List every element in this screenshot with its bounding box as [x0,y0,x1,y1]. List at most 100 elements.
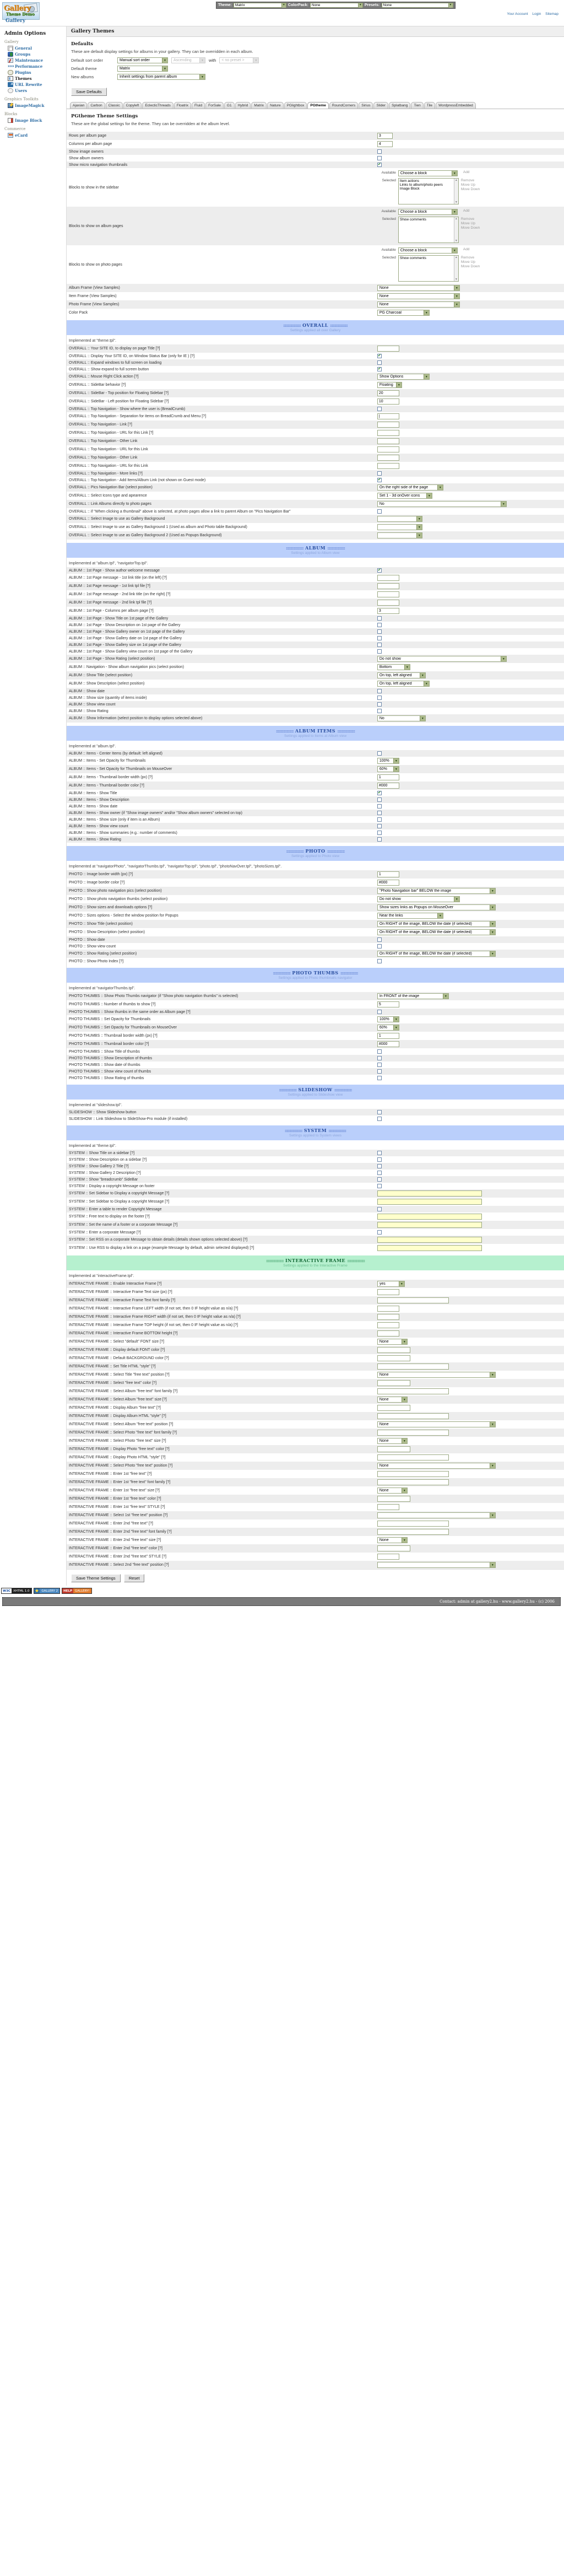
text-input[interactable] [377,1190,482,1197]
checkbox[interactable] [377,1164,382,1168]
text-input[interactable] [377,1446,410,1452]
text-input[interactable] [377,430,399,436]
badge-gallery2[interactable]: ⭐ GALLERY 2 [33,1588,61,1594]
checkbox[interactable] [377,689,382,693]
move-up-link[interactable]: Move Up [460,183,475,187]
text-input[interactable] [377,1297,449,1303]
text-input[interactable] [377,774,399,780]
dropdown[interactable]: On RIGHT of the image, BELOW the date (i… [377,921,496,927]
badge-xhtml[interactable]: W3C XHTML 1.0 [1,1588,32,1594]
checkbox[interactable] [377,407,382,411]
move-down-link[interactable]: Move Down [460,226,480,230]
dropdown[interactable]: None ▼ [377,1463,496,1469]
move-up-link[interactable]: Move Up [460,260,475,264]
text-input[interactable] [377,1033,399,1039]
text-input[interactable] [377,575,399,581]
tab-forsale[interactable]: ForSale [205,102,224,109]
dropdown[interactable]: Near the links ▼ [377,913,443,919]
checkbox[interactable] [377,1010,382,1014]
dropdown[interactable]: ▼ [377,1512,496,1518]
text-input[interactable] [377,1001,399,1007]
checkbox[interactable] [377,1076,382,1080]
scroll-up-icon[interactable]: ▲ [454,179,458,182]
text-input[interactable] [377,783,399,789]
checkbox[interactable] [377,367,382,371]
dropdown[interactable]: On RIGHT of the image, BELOW the date (i… [377,951,496,957]
dropdown[interactable]: Show Options ▼ [377,374,430,380]
move-up-link[interactable]: Move Up [460,222,475,225]
dropdown[interactable]: None ▼ [377,1421,496,1427]
sidebar-item-users[interactable]: Users [3,88,64,94]
text-input[interactable] [377,1529,449,1535]
dropdown[interactable]: In FRONT of the image ▼ [377,993,449,999]
checkbox[interactable] [377,149,382,154]
dropdown[interactable]: ▼ [377,532,422,538]
checkbox[interactable] [377,804,382,809]
checkbox[interactable] [377,709,382,713]
text-input[interactable] [377,1314,399,1320]
sidebar-item-ecard[interactable]: eCard [3,132,64,138]
text-input[interactable] [377,1214,482,1220]
checkbox[interactable] [377,156,382,160]
remove-block-link[interactable]: Remove [460,217,475,221]
dropdown[interactable]: ▼ [377,524,422,530]
checkbox[interactable] [377,1177,382,1182]
dropdown[interactable]: None ▼ [377,1438,408,1444]
tab-pgtheme[interactable]: PGtheme [307,102,329,109]
sidebar-item-image-block[interactable]: Image Block [3,117,64,123]
sidebar-item-imagemagick[interactable]: ImageMagick [3,103,64,109]
checkbox[interactable] [377,616,382,621]
list-item[interactable]: Item actions [399,179,419,183]
text-input[interactable] [377,1405,410,1411]
checkbox[interactable] [377,1117,382,1121]
checkbox[interactable] [377,1230,382,1235]
dropdown[interactable]: 100% ▼ [377,1016,399,1022]
tab-nature[interactable]: Nature [267,102,284,109]
text-input[interactable] [377,438,399,444]
text-input[interactable] [377,346,399,352]
sidebar-item-maintenance[interactable]: Maintenance [3,57,64,63]
dropdown[interactable]: None ▼ [377,1372,496,1378]
text-input[interactable] [377,1545,410,1551]
text-input[interactable] [377,1355,410,1361]
tab-pglightbox[interactable]: PGlightbox [284,102,307,109]
tab-splatbang[interactable]: Splatbang [389,102,411,109]
text-input[interactable] [377,398,399,405]
scrollbar[interactable]: ▲ ▼ [453,256,458,281]
reset-button[interactable]: Reset [123,1574,145,1582]
nav-sitemap[interactable]: Sitemap [545,12,558,16]
checkbox[interactable] [377,360,382,365]
text-input[interactable] [377,1237,482,1243]
scrollbar[interactable]: ▲ ▼ [453,179,458,204]
list-item[interactable]: Show comments [399,218,426,222]
checkbox[interactable] [377,643,382,647]
nav-login[interactable]: Login [532,12,541,16]
text-input[interactable] [377,1454,449,1461]
tab-classic[interactable]: Classic [105,102,123,109]
checkbox[interactable] [377,509,382,514]
dropdown[interactable]: Do not show ▼ [377,656,507,662]
sort-direction-select[interactable]: Ascending ▼ [171,57,205,63]
checkbox[interactable] [377,636,382,640]
remove-block-link[interactable]: Remove [460,256,475,260]
checkbox[interactable] [377,1157,382,1162]
default-theme-select[interactable]: Matrix ▼ [117,66,168,72]
add-block-link[interactable]: Add [463,247,470,251]
theme-tabs[interactable]: Ajaxian Carbon Classic Copyleft EclecticThre… [67,100,564,109]
new-albums-select[interactable]: Inherit settings from parent album ▼ [117,74,205,80]
tab-hybrid[interactable]: Hybrid [235,102,251,109]
text-input[interactable] [377,133,393,139]
move-down-link[interactable]: Move Down [460,265,480,268]
dropdown[interactable]: Bottom ▼ [377,664,410,670]
checkbox[interactable] [377,1151,382,1155]
scroll-up-icon[interactable]: ▲ [454,256,458,259]
dropdown[interactable]: 60% ▼ [377,766,399,772]
checkbox[interactable] [377,1056,382,1060]
text-input[interactable] [377,1245,482,1251]
checkbox[interactable] [377,944,382,949]
checkbox[interactable] [377,811,382,815]
dropdown[interactable]: None ▼ [377,1537,408,1543]
dropdown[interactable]: ▼ [377,516,422,522]
text-input[interactable] [377,600,399,606]
sidebar-item-general[interactable]: General [3,45,64,51]
